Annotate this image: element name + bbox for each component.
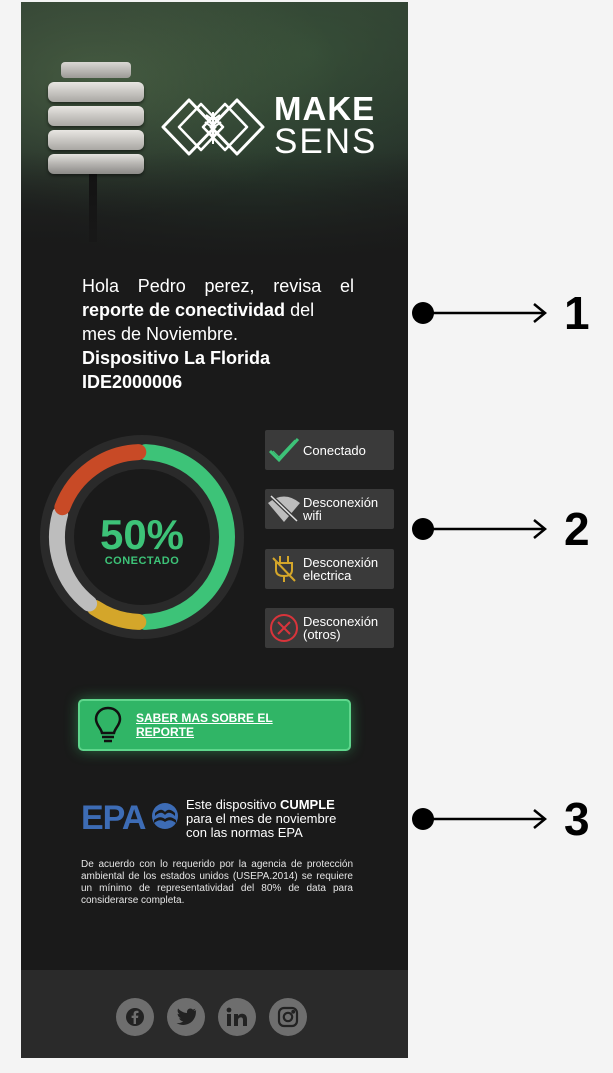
makesens-logo-icon: [161, 98, 265, 156]
twitter-icon[interactable]: [167, 998, 205, 1036]
annotation-dot: [412, 302, 434, 324]
epa-logo-icon: EPA: [81, 800, 178, 832]
annotation-1: 1: [412, 290, 612, 336]
after-bold: del: [290, 300, 315, 320]
legend-electric-l2: electrica: [303, 568, 352, 583]
lightbulb-icon: [80, 701, 136, 749]
annotation-dot: [412, 518, 434, 540]
arrow-right-icon: [426, 303, 547, 323]
legend-wifi: Desconexión wifi: [265, 489, 394, 529]
legend-electric-l1: Desconexión: [303, 555, 379, 570]
report-bold: reporte de conectividad: [82, 300, 286, 320]
email-container: MAKE SENS Hola Pedro perez, revisa el re…: [21, 2, 408, 1058]
device-id: IDE2000006: [82, 372, 183, 392]
arrow-right-icon: [426, 519, 547, 539]
epa-cumple: CUMPLE: [279, 797, 335, 812]
annotation-3: 3: [412, 796, 612, 842]
epa-line2: para el mes de noviembre: [186, 811, 337, 826]
annotation-2: 2: [412, 506, 612, 552]
donut-hole: [74, 469, 210, 605]
connectivity-donut-chart: [40, 435, 244, 639]
greeting-text: Hola Pedro perez, revisa el: [82, 276, 354, 296]
legend-other: Desconexión (otros): [265, 608, 394, 648]
instagram-icon[interactable]: [269, 998, 307, 1036]
cta-line2[interactable]: REPORTE: [136, 725, 195, 739]
legend-other-l2: (otros): [303, 627, 341, 642]
legend-other-l1: Desconexión: [303, 614, 379, 629]
wifi-off-icon: [265, 489, 303, 529]
x-circle-icon: [265, 608, 303, 648]
annotation-number: 2: [564, 503, 590, 555]
legend-connected-label: Conectado: [303, 442, 366, 458]
device-name: Dispositivo La Florida: [82, 348, 271, 368]
donut-segment-2: [49, 506, 98, 612]
arrow-right-icon: [426, 809, 547, 829]
plug-off-icon: [265, 549, 303, 589]
donut-center-label: CONECTADO: [104, 555, 180, 567]
brand-sens: SENS: [274, 122, 378, 161]
facebook-icon[interactable]: [116, 998, 154, 1036]
epa-logo-text: EPA: [81, 800, 146, 832]
epa-disclaimer: De acuerdo con lo requerido por la agenc…: [81, 859, 353, 906]
legend-wifi-l1: Desconexión: [303, 495, 379, 510]
footer: [21, 970, 408, 1058]
brand-wordmark: MAKE SENS: [274, 92, 377, 159]
legend-wifi-l2: wifi: [303, 508, 322, 523]
annotation-number: 3: [564, 793, 590, 845]
intro-message: Hola Pedro perez, revisa el reporte de c…: [82, 274, 354, 394]
month-line: mes de Noviembre.: [82, 324, 239, 344]
epa-compliance-text: Este dispositivo CUMPLE para el mes de n…: [186, 798, 350, 840]
annotation-number: 1: [564, 287, 590, 339]
donut-segment-3: [54, 444, 147, 516]
brand-make: MAKE: [274, 90, 376, 127]
learn-more-button[interactable]: SABER MAS SOBRE EL REPORTE: [78, 699, 351, 751]
donut-segment-1: [87, 599, 147, 630]
epa-line3: con las normas EPA: [186, 825, 303, 840]
donut-segment-0: [137, 444, 235, 630]
check-icon: [265, 430, 303, 470]
donut-percentage: 50%: [99, 511, 185, 558]
annotation-dot: [412, 808, 434, 830]
epa-pre: Este dispositivo: [186, 797, 277, 812]
cta-line1[interactable]: SABER MAS SOBRE EL: [136, 711, 273, 725]
linkedin-icon[interactable]: [218, 998, 256, 1036]
legend-connected: Conectado: [265, 430, 394, 470]
legend-electric: Desconexión electrica: [265, 549, 394, 589]
